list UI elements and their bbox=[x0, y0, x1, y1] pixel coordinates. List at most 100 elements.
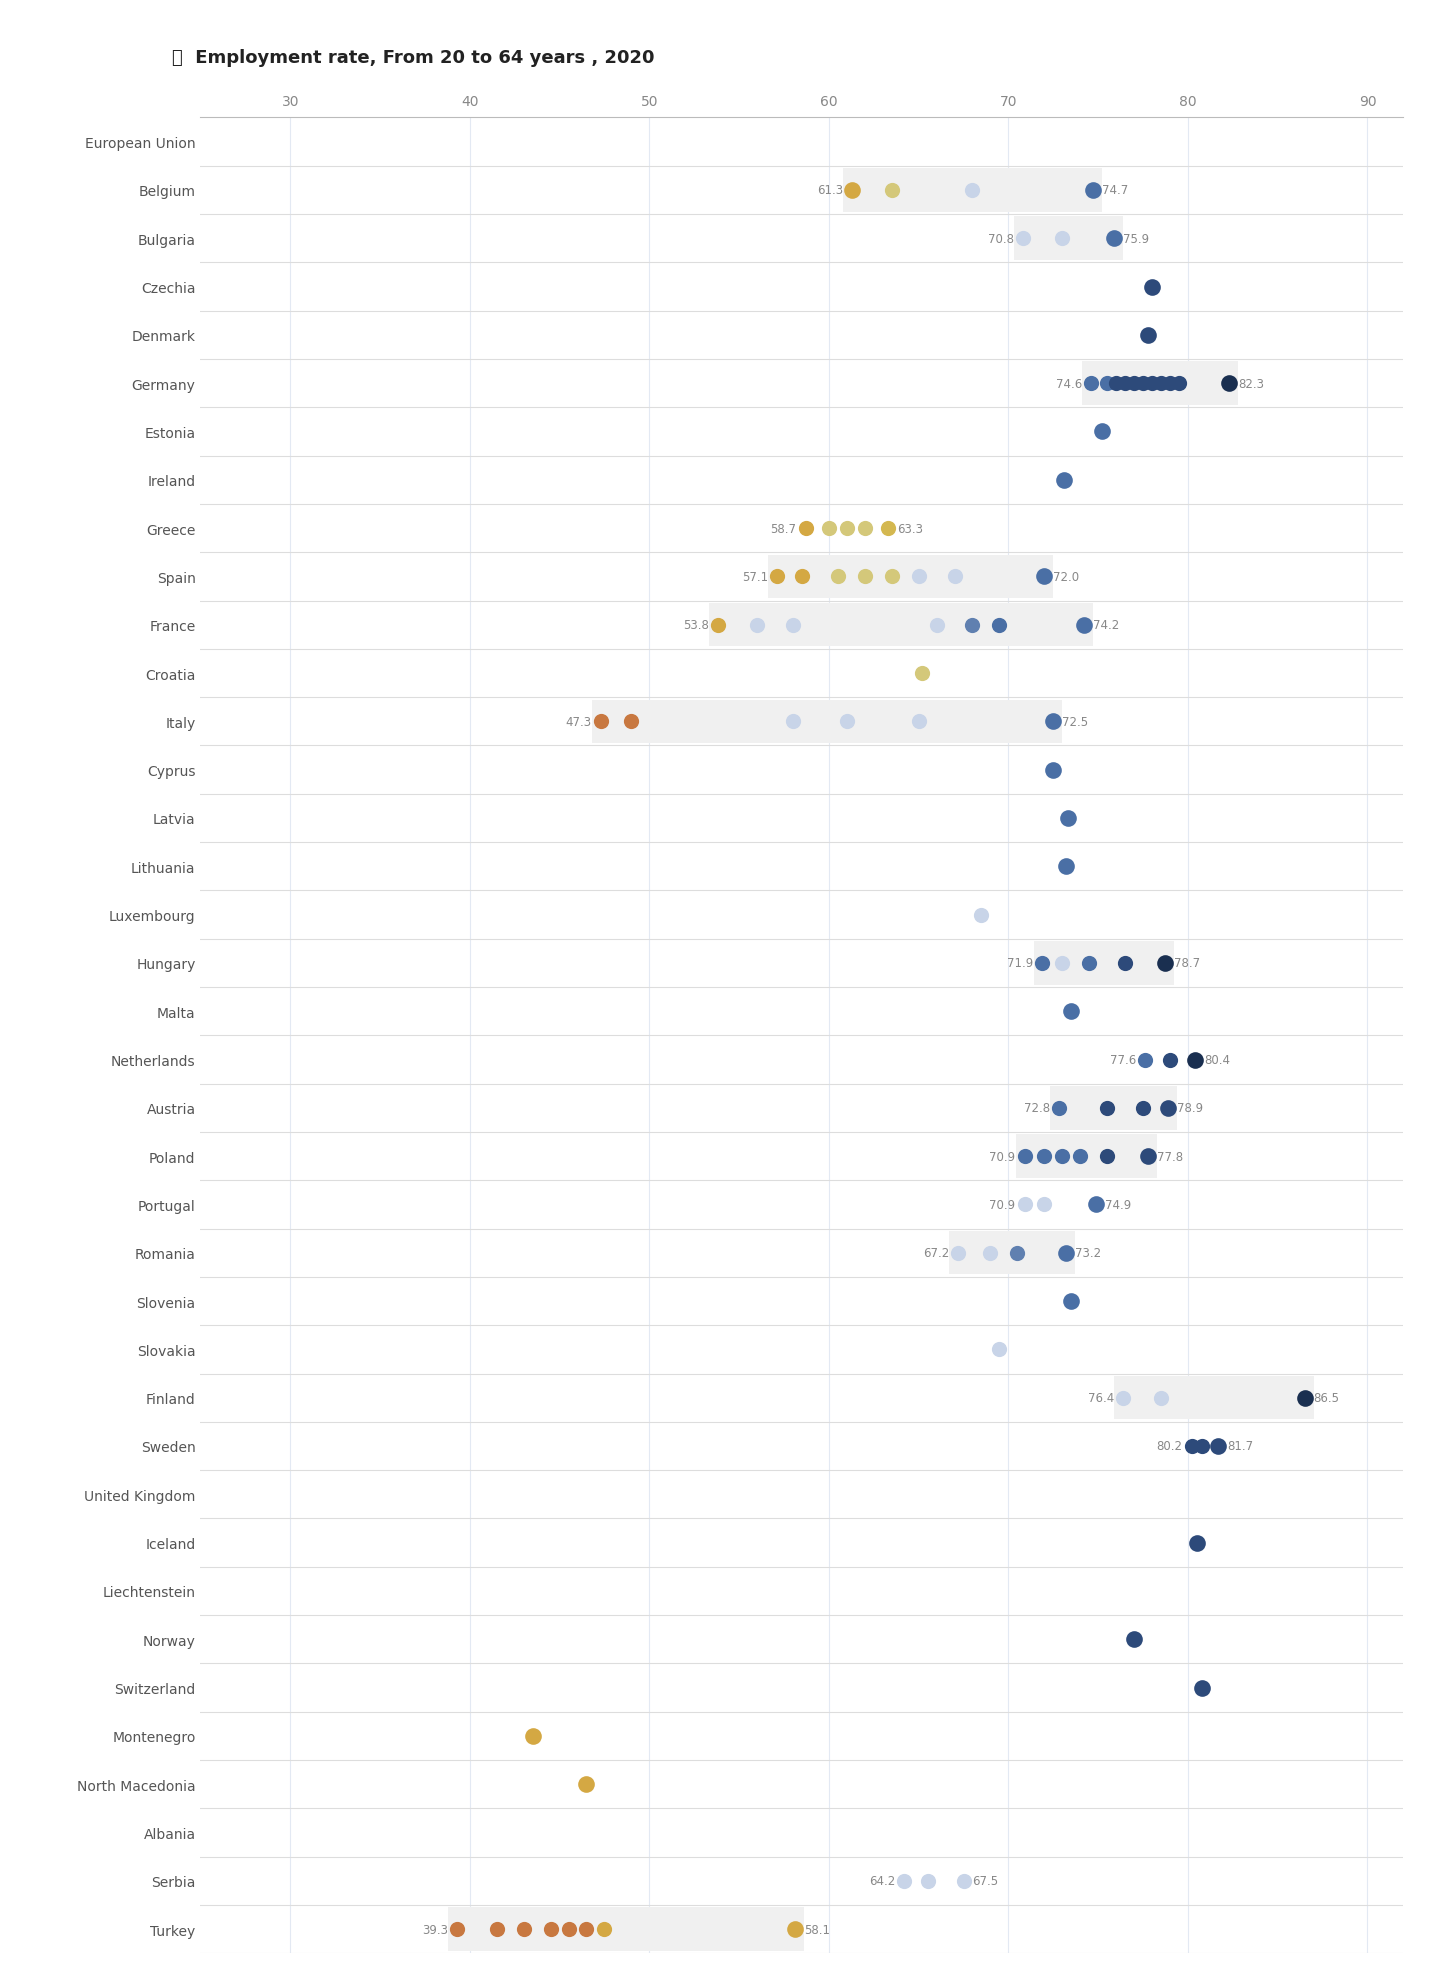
Point bbox=[1012, 1140, 1035, 1172]
Point bbox=[1060, 996, 1083, 1028]
Text: 72.5: 72.5 bbox=[1063, 716, 1088, 728]
FancyBboxPatch shape bbox=[709, 604, 1093, 647]
Text: 77.8: 77.8 bbox=[1157, 1150, 1183, 1162]
Point bbox=[513, 1914, 536, 1945]
Point bbox=[818, 513, 841, 545]
Point bbox=[590, 706, 613, 738]
Text: 58.7: 58.7 bbox=[770, 523, 796, 535]
Text: 81.7: 81.7 bbox=[1227, 1440, 1253, 1452]
Text: 73.2: 73.2 bbox=[1075, 1247, 1101, 1259]
Point bbox=[969, 900, 992, 931]
Text: 78.9: 78.9 bbox=[1177, 1101, 1203, 1115]
Point bbox=[1133, 1044, 1156, 1075]
Point bbox=[576, 1914, 599, 1945]
Point bbox=[485, 1914, 508, 1945]
Point bbox=[445, 1914, 468, 1945]
Point bbox=[782, 610, 805, 641]
FancyBboxPatch shape bbox=[448, 1908, 803, 1951]
Text: 82.3: 82.3 bbox=[1239, 377, 1264, 391]
Point bbox=[944, 560, 967, 592]
FancyBboxPatch shape bbox=[1014, 217, 1123, 260]
Point bbox=[1104, 369, 1127, 401]
Point bbox=[1158, 1044, 1181, 1075]
Point bbox=[835, 706, 858, 738]
FancyBboxPatch shape bbox=[1015, 1134, 1157, 1178]
Point bbox=[841, 176, 863, 207]
Point bbox=[1207, 1430, 1230, 1462]
Point bbox=[1114, 947, 1137, 979]
Point bbox=[1047, 1093, 1070, 1125]
Text: 64.2: 64.2 bbox=[869, 1874, 895, 1888]
Point bbox=[1053, 466, 1075, 497]
Point bbox=[947, 1237, 969, 1269]
Point bbox=[538, 1914, 561, 1945]
FancyBboxPatch shape bbox=[591, 700, 1063, 744]
Text: ⓘ  Employment rate, From 20 to 64 years , 2020: ⓘ Employment rate, From 20 to 64 years ,… bbox=[172, 49, 654, 67]
Point bbox=[795, 513, 818, 545]
Text: 75.9: 75.9 bbox=[1123, 233, 1150, 245]
Point bbox=[1114, 369, 1137, 401]
Point bbox=[1186, 1527, 1209, 1559]
Text: 78.7: 78.7 bbox=[1174, 957, 1200, 971]
Point bbox=[881, 176, 904, 207]
Point bbox=[1150, 369, 1173, 401]
Point bbox=[1137, 320, 1160, 351]
Point bbox=[1032, 560, 1055, 592]
Point bbox=[911, 657, 934, 689]
FancyBboxPatch shape bbox=[1050, 1087, 1177, 1131]
Point bbox=[1073, 610, 1095, 641]
Text: 39.3: 39.3 bbox=[422, 1922, 448, 1936]
Point bbox=[1095, 369, 1118, 401]
Point bbox=[988, 1334, 1011, 1365]
Point bbox=[1042, 754, 1065, 785]
Text: 71.9: 71.9 bbox=[1007, 957, 1034, 971]
Point bbox=[706, 610, 729, 641]
Point bbox=[1031, 947, 1054, 979]
Text: 86.5: 86.5 bbox=[1313, 1391, 1339, 1405]
Point bbox=[1012, 1190, 1035, 1221]
Text: 76.4: 76.4 bbox=[1088, 1391, 1114, 1405]
Point bbox=[988, 610, 1011, 641]
Point bbox=[1051, 947, 1074, 979]
Point bbox=[1123, 369, 1146, 401]
Point bbox=[1057, 803, 1080, 835]
Point bbox=[1042, 706, 1065, 738]
Text: 74.2: 74.2 bbox=[1093, 620, 1118, 631]
Point bbox=[790, 560, 813, 592]
Point bbox=[1103, 223, 1126, 255]
Point bbox=[853, 560, 876, 592]
Text: 70.9: 70.9 bbox=[990, 1198, 1015, 1211]
Text: 53.8: 53.8 bbox=[683, 620, 709, 631]
Point bbox=[1080, 369, 1103, 401]
Text: 67.2: 67.2 bbox=[922, 1247, 949, 1259]
Point bbox=[1158, 369, 1181, 401]
Point bbox=[906, 706, 929, 738]
FancyBboxPatch shape bbox=[949, 1231, 1075, 1275]
Point bbox=[1085, 1190, 1108, 1221]
Text: 77.6: 77.6 bbox=[1110, 1054, 1136, 1067]
Point bbox=[1150, 1383, 1173, 1415]
Text: 74.9: 74.9 bbox=[1106, 1198, 1131, 1211]
Point bbox=[853, 513, 876, 545]
Point bbox=[826, 560, 849, 592]
Point bbox=[925, 610, 948, 641]
Point bbox=[1054, 1237, 1077, 1269]
Point bbox=[1032, 1190, 1055, 1221]
Text: 61.3: 61.3 bbox=[818, 183, 843, 197]
Point bbox=[783, 1914, 806, 1945]
Point bbox=[1090, 416, 1113, 448]
Text: 72.0: 72.0 bbox=[1054, 570, 1080, 584]
Point bbox=[557, 1914, 580, 1945]
Text: 70.8: 70.8 bbox=[988, 233, 1014, 245]
Point bbox=[1081, 176, 1104, 207]
Point bbox=[952, 1864, 975, 1896]
Text: 70.9: 70.9 bbox=[990, 1150, 1015, 1162]
Point bbox=[1051, 1140, 1074, 1172]
Point bbox=[1078, 947, 1101, 979]
Point bbox=[1140, 272, 1163, 304]
Point bbox=[1032, 1140, 1055, 1172]
Point bbox=[1153, 947, 1176, 979]
Point bbox=[1054, 850, 1077, 882]
Point bbox=[979, 1237, 1002, 1269]
Text: 63.3: 63.3 bbox=[896, 523, 924, 535]
